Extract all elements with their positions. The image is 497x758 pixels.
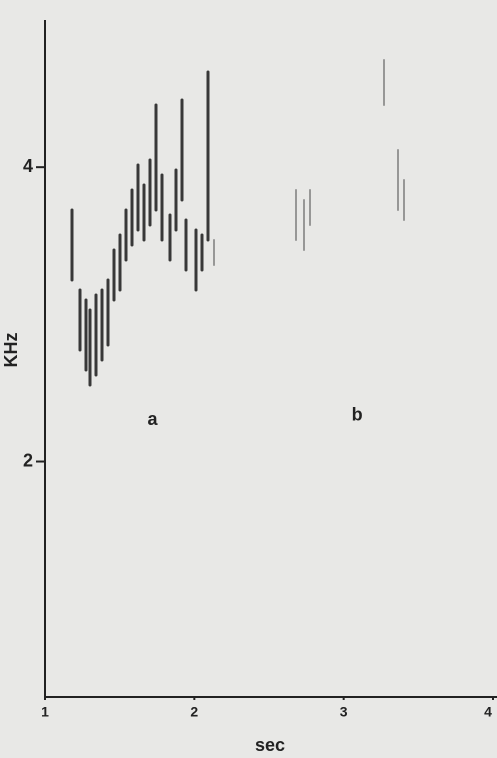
annotation: b (352, 405, 363, 425)
x-tick-label: 1 (41, 704, 49, 720)
y-axis-label: KHz (1, 333, 21, 368)
x-tick-label: 3 (340, 704, 348, 720)
x-tick-label: 4 (484, 704, 492, 720)
x-tick-label: 2 (190, 704, 198, 720)
annotation: a (148, 409, 159, 429)
x-axis-label: sec (255, 735, 285, 755)
spectrogram-traces (70, 59, 405, 387)
y-tick-label: 2 (23, 450, 33, 470)
y-tick-label: 4 (23, 156, 33, 176)
